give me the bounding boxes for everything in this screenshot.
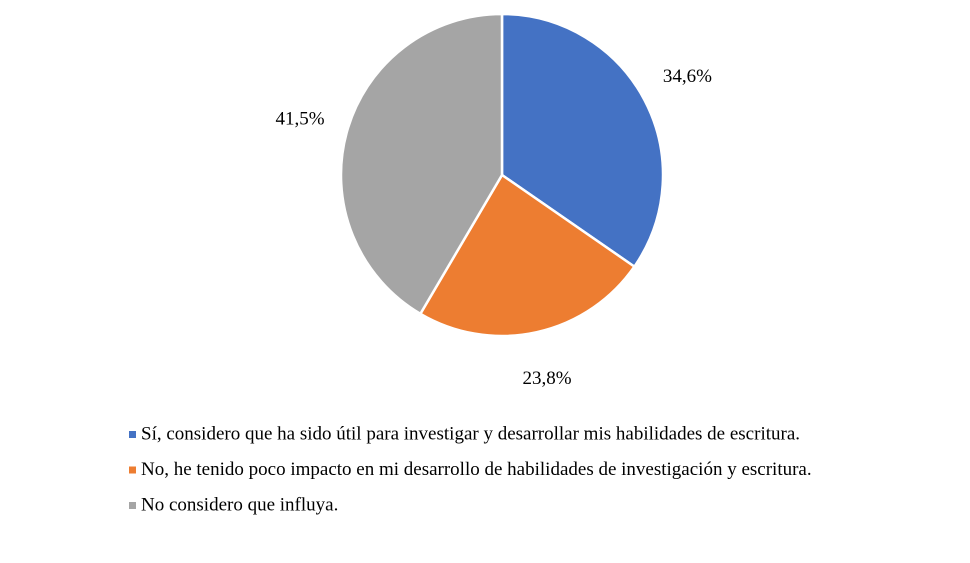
data-label: 34,6% <box>663 66 712 87</box>
legend-swatch <box>129 431 136 438</box>
pie-slice <box>500 12 665 269</box>
data-label: 23,8% <box>523 368 572 389</box>
pie-slice <box>418 173 637 338</box>
legend-swatch <box>129 466 136 474</box>
legend-swatch <box>129 502 136 509</box>
legend-label: Sí, considero que ha sido útil para inve… <box>141 423 800 444</box>
data-label: 41,5% <box>276 108 325 129</box>
legend-label: No considero que influya. <box>141 494 338 515</box>
legend-label: No, he tenido poco impacto en mi desarro… <box>141 459 812 480</box>
pie-slice <box>339 12 504 316</box>
